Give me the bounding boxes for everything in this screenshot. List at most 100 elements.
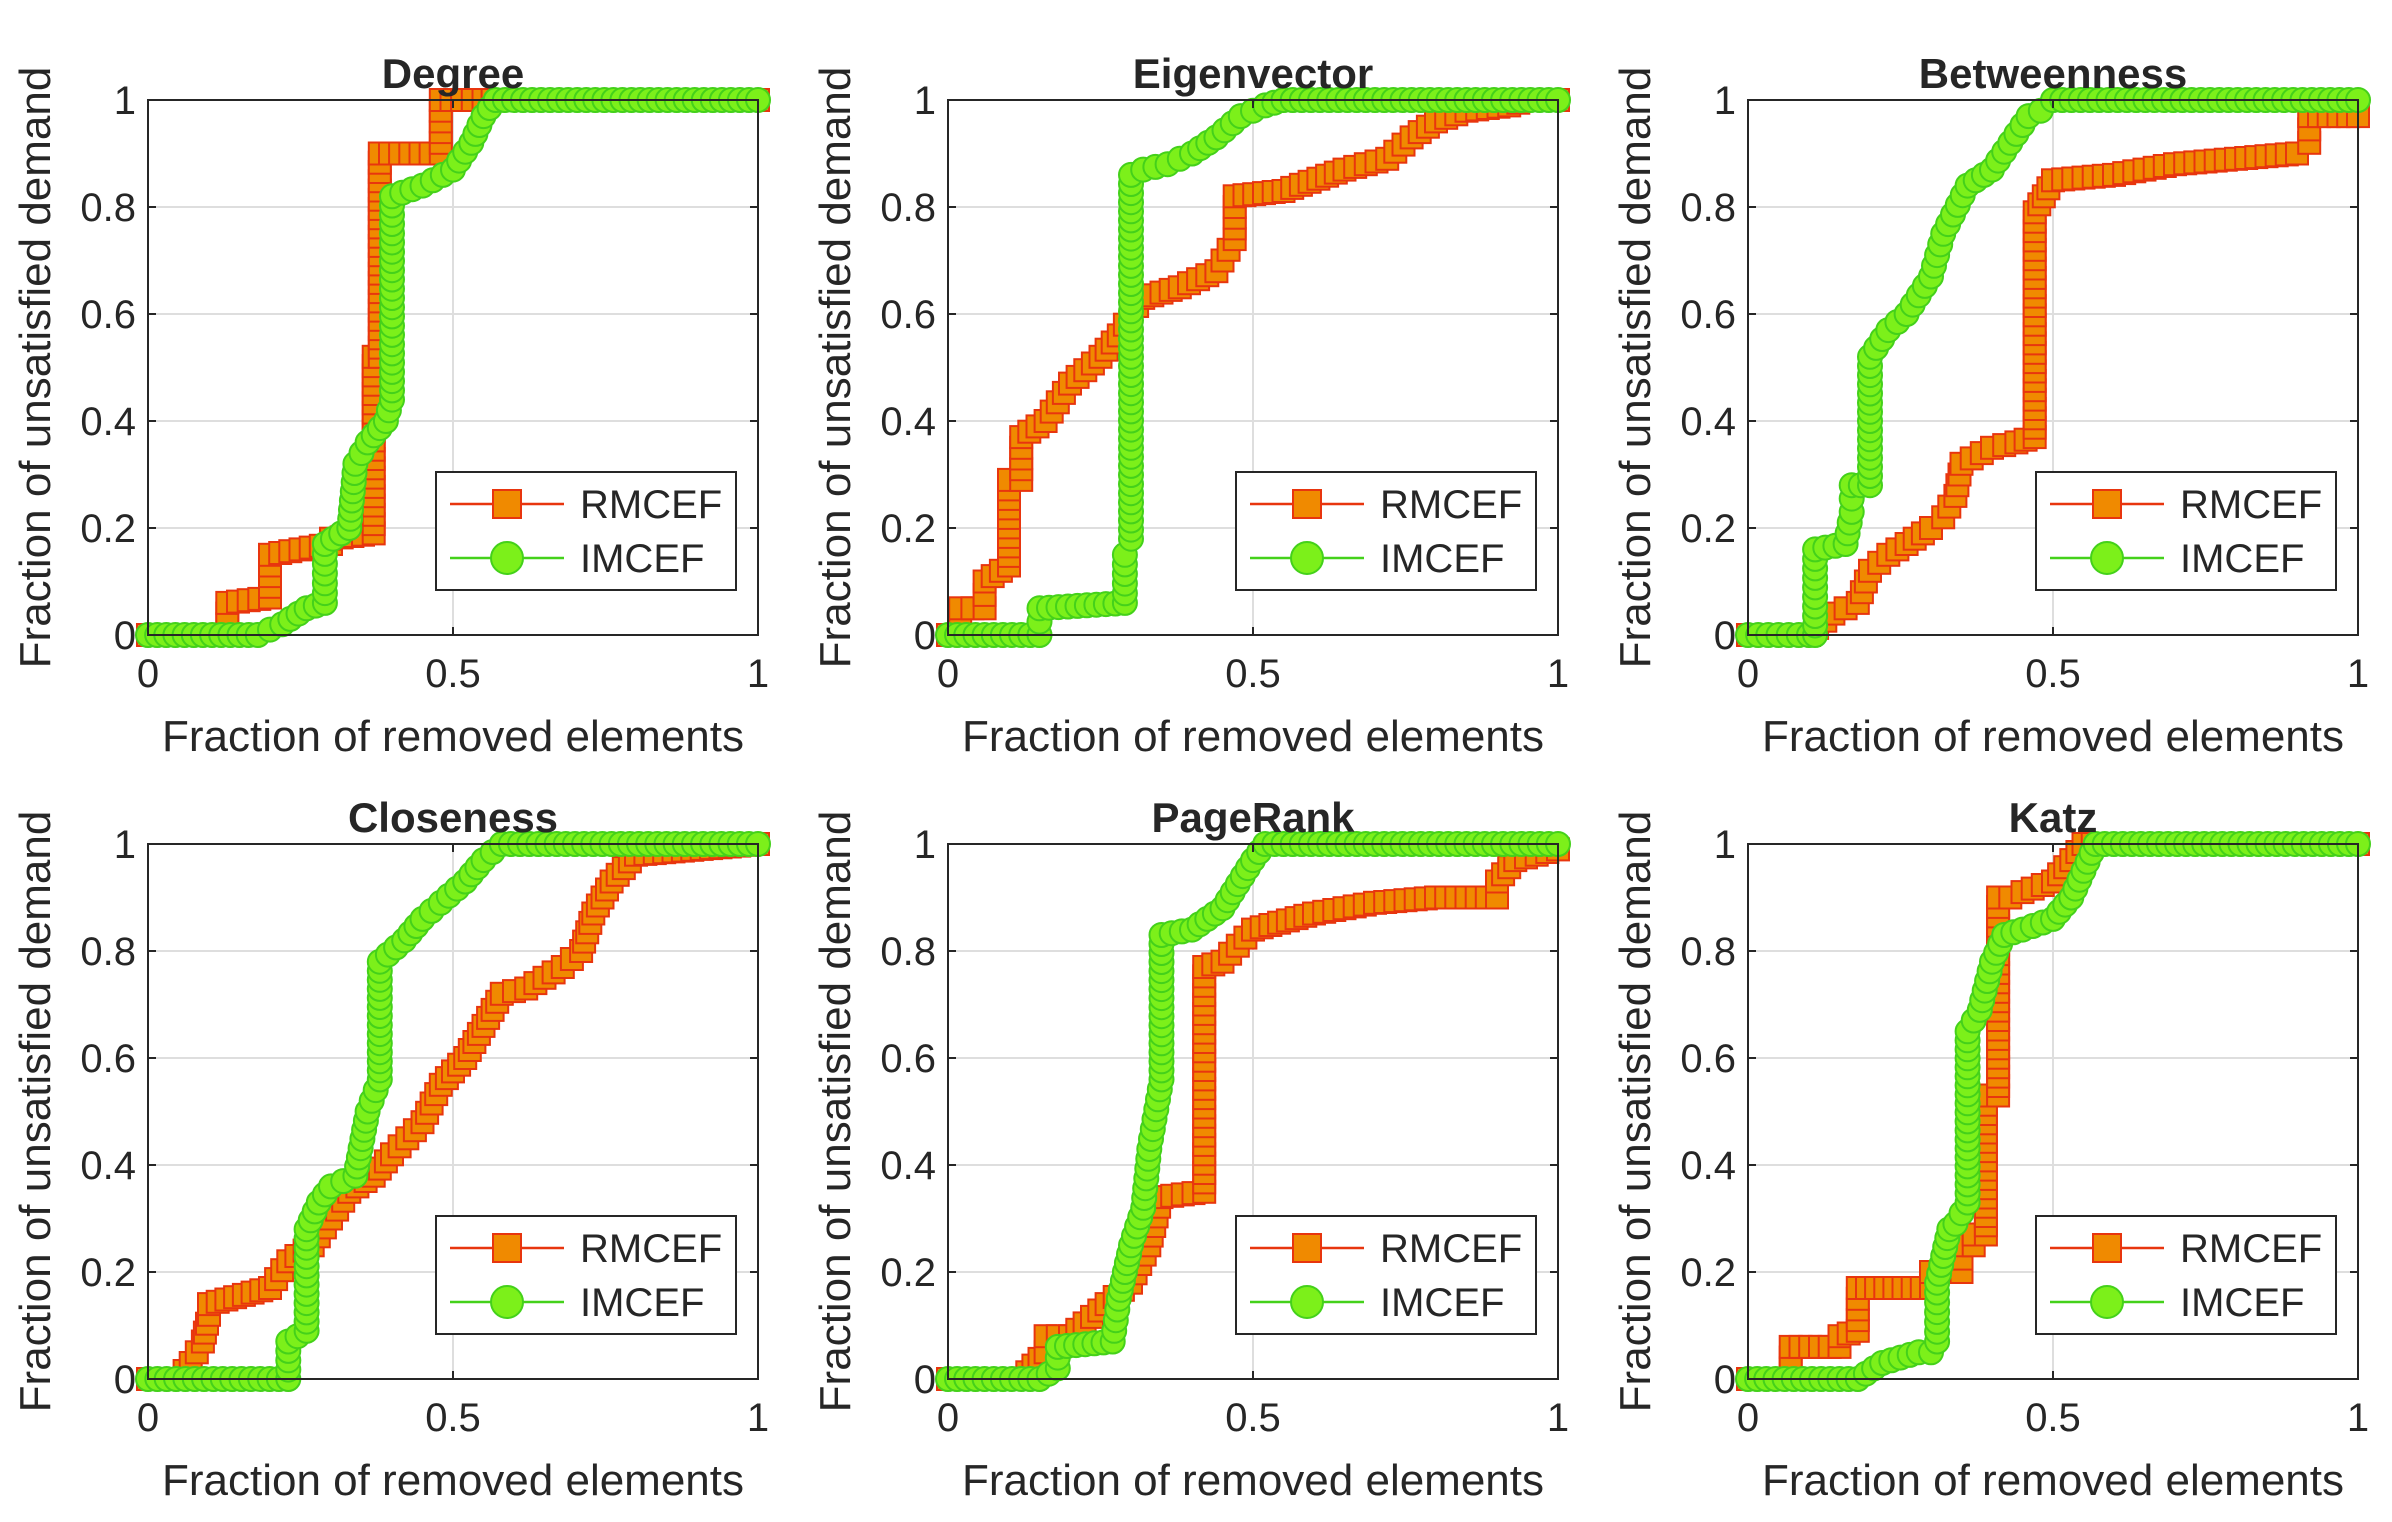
x-tick-label: 0 [937, 652, 959, 696]
legend-label-rmcef: RMCEF [2180, 1227, 2322, 1271]
chart-panel-katz: 0 0.2 0.4 0.6 0.8 1 0 0.5 1 Katz Fraction of remov… [1611, 794, 2371, 1505]
x-axis-label: Fraction of removed elements [962, 712, 1544, 761]
chart-title: Closeness [348, 794, 558, 841]
x-tick-label: 1 [747, 1396, 769, 1440]
x-axis-label: Fraction of removed elements [1762, 1456, 2344, 1505]
series-markers-rmcef [936, 837, 1570, 1391]
legend-marker-imcef [1290, 1285, 1324, 1319]
x-tick-label: 0 [137, 1396, 159, 1440]
x-tick-label: 0.5 [2025, 652, 2081, 696]
legend-marker-rmcef [492, 1233, 522, 1263]
y-tick-label: 0.8 [80, 930, 136, 974]
legend-label-imcef: IMCEF [1380, 1281, 1504, 1325]
chart-panel-pagerank: 0 0.2 0.4 0.6 0.8 1 0 0.5 1 PageRank Fraction of r… [811, 794, 1571, 1505]
y-tick-label: 0 [914, 614, 936, 658]
y-axis-label: Fraction of unsatisfied demand [11, 67, 60, 669]
x-tick-label: 0 [937, 1396, 959, 1440]
x-axis-label: Fraction of removed elements [1762, 712, 2344, 761]
legend-marker-imcef [490, 541, 524, 575]
legend-label-imcef: IMCEF [2180, 1281, 2304, 1325]
y-tick-label: 0.4 [80, 400, 136, 444]
series-markers-rmcef [1736, 104, 2370, 647]
legend-box [435, 1215, 737, 1335]
y-tick-label: 0.4 [880, 400, 936, 444]
x-axis-label: Fraction of removed elements [962, 1456, 1544, 1505]
legend: RMCEF IMCEF [2035, 471, 2337, 591]
y-tick-label: 1 [914, 823, 936, 867]
x-tick-label: 1 [1547, 652, 1569, 696]
y-tick-label: 0.8 [80, 186, 136, 230]
x-axis-label: Fraction of removed elements [162, 712, 744, 761]
y-tick-label: 0 [114, 1358, 136, 1402]
legend: RMCEF IMCEF [2035, 1215, 2337, 1335]
y-tick-label: 0.8 [880, 930, 936, 974]
legend-box [1235, 1215, 1537, 1335]
series-markers-imcef [1735, 87, 2371, 648]
y-axis-label: Fraction of unsatisfied demand [811, 811, 860, 1413]
legend-label-rmcef: RMCEF [2180, 483, 2322, 527]
y-tick-label: 0 [1714, 1358, 1736, 1402]
chart-panel-degree: 0 0.2 0.4 0.6 0.8 1 0 0.5 1 Degree Fraction of rem… [11, 50, 771, 761]
series-markers-imcef [935, 87, 1571, 648]
legend-label-imcef: IMCEF [580, 537, 704, 581]
x-tick-label: 0 [137, 652, 159, 696]
legend-marker-imcef [2090, 541, 2124, 575]
legend-marker-imcef [2090, 1285, 2124, 1319]
legend-marker-rmcef [1292, 489, 1322, 519]
x-tick-label: 0 [1737, 1396, 1759, 1440]
legend: RMCEF IMCEF [435, 471, 737, 591]
chart-panel-betweenness: 0 0.2 0.4 0.6 0.8 1 0 0.5 1 Betweenness Fraction o… [1611, 50, 2371, 761]
legend-box [1235, 471, 1537, 591]
series-markers-rmcef [936, 88, 1570, 647]
y-axis-label: Fraction of unsatisfied demand [811, 67, 860, 669]
chart-title: Eigenvector [1133, 50, 1373, 97]
y-tick-label: 0.2 [80, 1251, 136, 1295]
legend-marker-rmcef [492, 489, 522, 519]
legend-label-imcef: IMCEF [580, 1281, 704, 1325]
y-tick-label: 0.2 [880, 1251, 936, 1295]
legend-label-imcef: IMCEF [2180, 537, 2304, 581]
y-tick-label: 0.8 [880, 186, 936, 230]
y-tick-label: 0 [114, 614, 136, 658]
y-tick-label: 1 [1714, 823, 1736, 867]
y-tick-label: 0.6 [80, 293, 136, 337]
y-tick-label: 0.2 [1680, 1251, 1736, 1295]
y-axis-label: Fraction of unsatisfied demand [1611, 811, 1660, 1413]
legend-box [2035, 471, 2337, 591]
legend-label-rmcef: RMCEF [1380, 1227, 1522, 1271]
legend-box [435, 471, 737, 591]
x-tick-label: 1 [2347, 1396, 2369, 1440]
legend-label-rmcef: RMCEF [1380, 483, 1522, 527]
legend-marker-rmcef [1292, 1233, 1322, 1263]
y-tick-label: 0.6 [1680, 1037, 1736, 1081]
y-tick-label: 0 [914, 1358, 936, 1402]
legend-marker-rmcef [2092, 489, 2122, 519]
legend-label-imcef: IMCEF [1380, 537, 1504, 581]
y-tick-label: 0.4 [1680, 400, 1736, 444]
chart-title: Katz [2009, 794, 2098, 841]
y-axis-label: Fraction of unsatisfied demand [1611, 67, 1660, 669]
y-tick-label: 0.6 [880, 1037, 936, 1081]
y-tick-label: 0.6 [80, 1037, 136, 1081]
y-axis-label: Fraction of unsatisfied demand [11, 811, 60, 1413]
chart-title: Degree [382, 50, 524, 97]
x-tick-label: 0.5 [425, 652, 481, 696]
x-tick-label: 1 [747, 652, 769, 696]
y-tick-label: 0.2 [1680, 507, 1736, 551]
chart-title: PageRank [1151, 794, 1355, 841]
x-tick-label: 0.5 [1225, 1396, 1281, 1440]
legend-marker-imcef [1290, 541, 1324, 575]
x-tick-label: 0 [1737, 652, 1759, 696]
y-tick-label: 0.8 [1680, 186, 1736, 230]
y-tick-label: 0.4 [880, 1144, 936, 1188]
legend-marker-imcef [490, 1285, 524, 1319]
legend: RMCEF IMCEF [1235, 471, 1537, 591]
y-tick-label: 1 [914, 79, 936, 123]
y-tick-label: 1 [114, 79, 136, 123]
legend: RMCEF IMCEF [1235, 1215, 1537, 1335]
y-tick-label: 1 [1714, 79, 1736, 123]
y-tick-label: 0.2 [880, 507, 936, 551]
y-tick-label: 0.4 [80, 1144, 136, 1188]
chart-panel-eigenvector: 0 0.2 0.4 0.6 0.8 1 0 0.5 1 Eigenvector Fraction o… [811, 50, 1571, 761]
